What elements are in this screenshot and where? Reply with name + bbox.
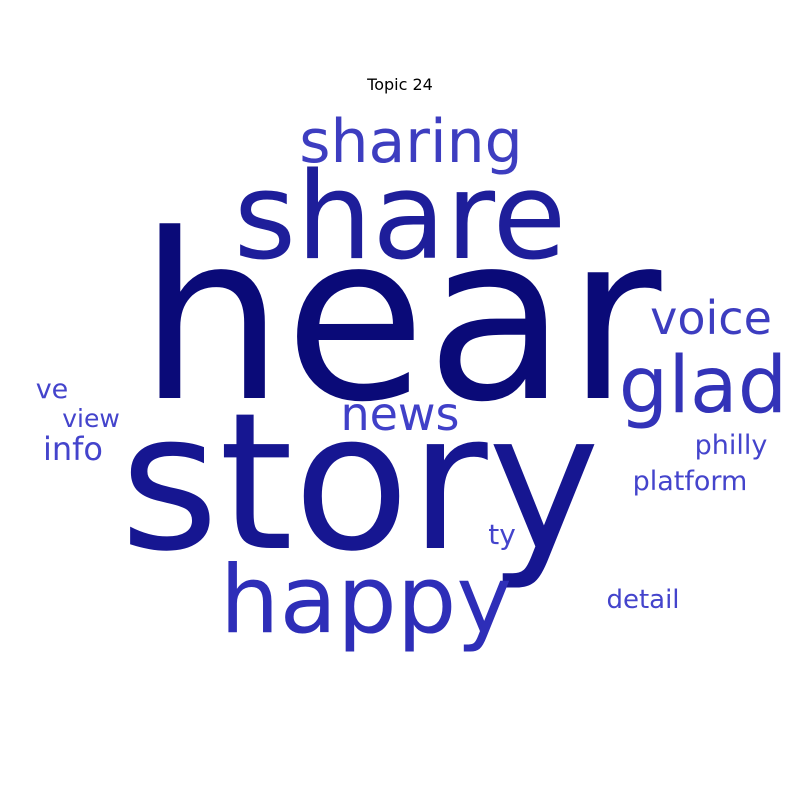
word-happy: happy [220, 546, 512, 655]
word-ve: ve [36, 374, 69, 405]
word-philly: philly [695, 430, 768, 461]
word-hear: hear [139, 186, 662, 453]
chart-title: Topic 24 [367, 75, 433, 94]
word-share: share [234, 148, 567, 287]
word-platform: platform [633, 466, 748, 497]
word-detail: detail [606, 585, 679, 615]
word-sharing: sharing [299, 107, 523, 177]
word-news: news [340, 387, 459, 441]
word-voice: voice [650, 291, 772, 345]
word-glad: glad [619, 341, 788, 431]
word-ty: ty [488, 518, 516, 551]
word-view: view [62, 404, 120, 433]
word-story: story [120, 372, 600, 593]
word-info: info [43, 430, 103, 468]
